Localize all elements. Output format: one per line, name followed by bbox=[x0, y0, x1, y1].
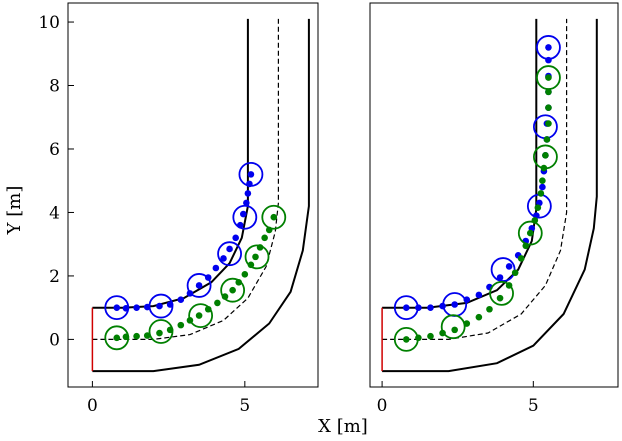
blue-trajectory-point bbox=[475, 291, 483, 299]
green-vehicle-circle bbox=[440, 314, 466, 340]
blue-trajectory-point bbox=[539, 183, 546, 191]
green-vehicle-circle bbox=[188, 303, 214, 328]
green-vehicle-circle bbox=[393, 326, 419, 352]
blue-vehicle-circle bbox=[536, 35, 561, 60]
blue-trajectory-point bbox=[232, 234, 239, 242]
green-trajectory-point bbox=[545, 120, 552, 127]
blue-vehicle-circle bbox=[533, 114, 558, 140]
blue-trajectory-point bbox=[243, 199, 250, 207]
green-trajectory-point bbox=[542, 152, 549, 159]
x-tick-label: 5 bbox=[239, 396, 250, 416]
blue-vehicle-circle bbox=[217, 241, 242, 267]
green-vehicle-circle bbox=[489, 280, 514, 306]
blue-trajectory-point bbox=[402, 304, 410, 311]
blue-trajectory-point bbox=[545, 44, 552, 51]
green-trajectory-point bbox=[133, 332, 140, 340]
blue-trajectory-point bbox=[156, 302, 163, 310]
blue-vehicle-circle bbox=[393, 295, 419, 321]
green-trajectory-point bbox=[214, 299, 221, 307]
centerline-dashed bbox=[382, 18, 568, 340]
green-trajectory-point bbox=[486, 305, 493, 313]
green-trajectory-point bbox=[526, 229, 534, 237]
green-vehicle-circle bbox=[104, 325, 130, 351]
green-vehicle-circle bbox=[261, 204, 287, 230]
blue-vehicle-circle bbox=[148, 293, 174, 319]
plot-frame bbox=[369, 2, 619, 388]
blue-trajectory-point bbox=[195, 282, 203, 289]
green-trajectory-point bbox=[451, 326, 458, 334]
y-tick-label: 6 bbox=[49, 140, 60, 160]
blue-trajectory-point bbox=[133, 304, 140, 311]
blue-trajectory-point bbox=[505, 263, 513, 270]
green-trajectory-point bbox=[177, 321, 185, 329]
blue-trajectory-point bbox=[226, 245, 233, 253]
green-trajectory-point bbox=[475, 313, 483, 321]
x-tick-label: 0 bbox=[377, 396, 388, 416]
green-vehicle-circle bbox=[536, 65, 561, 90]
green-trajectory-point bbox=[511, 269, 519, 277]
blue-trajectory-point bbox=[427, 304, 434, 311]
outer-wall-line bbox=[382, 18, 598, 373]
green-trajectory-point bbox=[113, 334, 121, 342]
green-trajectory-point bbox=[156, 329, 163, 337]
y-tick-label: 10 bbox=[38, 13, 60, 33]
inner-wall-line bbox=[92, 18, 249, 309]
blue-trajectory-point bbox=[240, 210, 247, 218]
y-tick-label: 2 bbox=[49, 267, 60, 287]
green-trajectory-point bbox=[270, 213, 278, 221]
x-tick-label: 0 bbox=[87, 396, 98, 416]
blue-vehicle-circle bbox=[238, 161, 264, 187]
green-trajectory-point bbox=[241, 271, 249, 278]
green-vehicle-circle bbox=[244, 244, 270, 270]
green-vehicle-circle bbox=[220, 277, 246, 303]
y-tick-label: 8 bbox=[49, 77, 60, 97]
green-trajectory-point bbox=[534, 204, 542, 211]
blue-trajectory-point bbox=[247, 171, 255, 178]
blue-vehicle-circle bbox=[104, 295, 130, 321]
green-trajectory-point bbox=[517, 255, 525, 262]
y-tick-label: 4 bbox=[49, 203, 60, 223]
green-trajectory-point bbox=[545, 74, 552, 81]
green-vehicle-circle bbox=[533, 144, 558, 170]
green-trajectory-point bbox=[252, 253, 259, 261]
green-trajectory-point bbox=[545, 104, 552, 112]
green-trajectory-point bbox=[261, 234, 268, 242]
blue-vehicle-circle bbox=[232, 204, 258, 230]
green-trajectory-point bbox=[427, 332, 434, 340]
blue-trajectory-point bbox=[451, 301, 458, 308]
blue-trajectory-point bbox=[212, 264, 220, 272]
green-vehicle-circle bbox=[148, 319, 174, 344]
green-vehicle-circle bbox=[517, 220, 543, 246]
green-trajectory-point bbox=[539, 177, 546, 185]
left-panel: 0 5 0 2 4 6 8 10 bbox=[38, 2, 319, 416]
green-trajectory-point bbox=[496, 294, 504, 302]
green-trajectory-point bbox=[545, 88, 552, 96]
y-axis-title: Y [m] bbox=[4, 186, 25, 236]
green-trajectory-point bbox=[229, 286, 236, 294]
blue-vehicle-circle bbox=[186, 273, 212, 298]
y-tick-label: 0 bbox=[49, 330, 60, 350]
green-trajectory-point bbox=[402, 336, 410, 343]
green-trajectory-point bbox=[537, 190, 545, 197]
x-axis-title: X [m] bbox=[318, 416, 368, 437]
centerline-dashed bbox=[92, 18, 279, 340]
blue-trajectory-point bbox=[113, 304, 121, 311]
plot-frame bbox=[67, 2, 319, 388]
green-trajectory-point bbox=[195, 312, 203, 319]
outer-wall-line bbox=[92, 18, 310, 373]
blue-trajectory-point bbox=[244, 190, 252, 197]
green-trajectory-point bbox=[543, 136, 551, 143]
blue-trajectory-point bbox=[220, 255, 227, 262]
x-tick-label: 5 bbox=[528, 396, 539, 416]
blue-trajectory-point bbox=[177, 296, 185, 304]
